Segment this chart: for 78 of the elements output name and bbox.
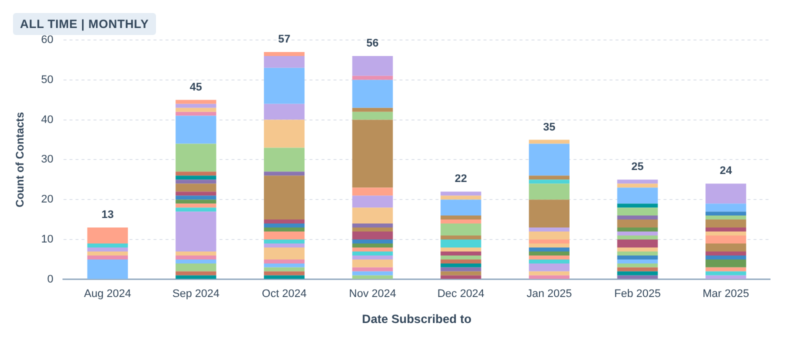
bar <box>264 271 305 276</box>
bar <box>440 216 482 220</box>
total-label: 35 <box>543 121 556 134</box>
x-tick-label: Feb 2025 <box>614 288 661 300</box>
bar <box>176 212 216 252</box>
bar <box>176 275 216 279</box>
bar <box>176 184 216 192</box>
bar <box>264 275 305 279</box>
bar <box>176 100 216 104</box>
x-tick-label: Aug 2024 <box>84 288 132 300</box>
bar <box>176 204 216 208</box>
bar <box>176 271 216 276</box>
bar <box>528 243 570 248</box>
bar <box>264 232 305 240</box>
y-axis-title: Count of Contacts <box>14 112 27 208</box>
bar <box>264 228 305 232</box>
bar <box>264 267 305 272</box>
bar <box>176 255 216 260</box>
bar <box>87 243 128 248</box>
total-label: 56 <box>366 37 379 50</box>
y-tick-label: 30 <box>41 154 54 166</box>
bar <box>617 180 658 184</box>
x-tick-label: Dec 2024 <box>437 288 484 300</box>
bar <box>176 196 216 200</box>
bar <box>528 259 570 264</box>
y-tick-label: 60 <box>41 34 54 46</box>
chart-title: ALL TIME | MONTHLY <box>13 13 156 35</box>
bar <box>176 116 216 144</box>
bar <box>352 56 393 76</box>
bar <box>176 144 216 172</box>
y-tick-label: 10 <box>41 234 54 246</box>
bar <box>176 208 216 212</box>
y-tick-label: 0 <box>47 273 54 286</box>
bar <box>176 180 216 184</box>
bar <box>617 216 658 220</box>
bar <box>264 176 305 220</box>
total-label: 13 <box>101 209 114 222</box>
x-tick-label: Nov 2024 <box>349 288 396 300</box>
bar <box>176 200 216 204</box>
bar <box>352 112 393 120</box>
bar <box>264 259 305 264</box>
bar <box>176 259 216 264</box>
bar <box>176 192 216 196</box>
bar <box>264 224 305 228</box>
bar <box>528 240 570 244</box>
bar <box>264 243 305 248</box>
x-tick-label: Oct 2024 <box>262 288 307 300</box>
bar <box>176 263 216 272</box>
bar <box>264 263 305 268</box>
bar <box>264 148 305 172</box>
bar <box>440 247 482 252</box>
bar <box>176 104 216 108</box>
total-label: 22 <box>454 173 468 186</box>
bar <box>264 56 305 68</box>
bar <box>440 240 482 248</box>
x-tick-label: Mar 2025 <box>702 288 750 300</box>
x-axis-title: Date Subscribed to <box>362 312 472 326</box>
bar <box>264 172 305 176</box>
bar <box>264 240 305 244</box>
bar <box>706 271 746 276</box>
bar <box>176 251 216 256</box>
bar <box>617 208 658 216</box>
y-tick-label: 20 <box>41 194 54 206</box>
x-tick-label: Sep 2024 <box>172 288 220 300</box>
total-label: 45 <box>190 81 202 94</box>
y-tick-label: 50 <box>41 74 54 86</box>
bar <box>528 180 570 184</box>
bar <box>617 247 658 252</box>
total-label: 25 <box>631 161 644 174</box>
x-tick-label: Jan 2025 <box>526 288 572 300</box>
y-tick-label: 40 <box>41 114 54 126</box>
bar <box>617 220 658 228</box>
total-label: 24 <box>720 165 733 178</box>
bar <box>264 68 305 104</box>
total-label: 57 <box>278 34 290 46</box>
bar <box>264 247 305 260</box>
bar <box>352 251 393 256</box>
bar <box>264 220 305 224</box>
